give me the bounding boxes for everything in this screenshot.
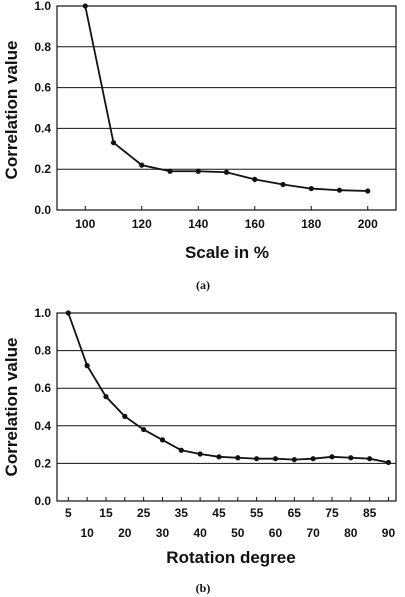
chart-a-xlabel: Scale in % [185,243,269,262]
data-point [291,457,297,463]
x-tick-label: 40 [193,526,207,540]
data-point [365,188,371,194]
chart-b-caption: (b) [196,581,211,595]
y-tick-label: 0.0 [34,494,51,508]
x-tick-label: 25 [137,506,151,520]
data-point [310,456,316,462]
chart-a-caption: (a) [196,278,210,292]
x-tick-label: 85 [363,506,377,520]
chart-a-ylabel: Correlation value [2,41,21,180]
data-point [254,456,260,462]
x-tick-label: 45 [212,506,226,520]
x-tick-label: 65 [288,506,302,520]
data-point [329,454,335,460]
chart-a-gridlines [57,46,396,170]
y-tick-label: 0.4 [34,121,51,135]
data-point [223,169,230,175]
series-line [67,312,389,464]
data-point [178,447,184,453]
y-tick-label: 0.4 [34,419,51,433]
data-point [308,185,314,192]
chart-a-x-ticks: 100 120 140 160 180 200 [75,206,378,231]
y-tick-label: 1.0 [34,306,51,320]
data-point [197,451,203,457]
chart-a-series [82,3,371,194]
chart-a: Correlation value 0.0 0.2 0.4 0.6 0.8 1.0 100… [2,0,397,292]
x-tick-label: 120 [132,217,152,231]
x-tick-label: 100 [75,217,95,231]
x-tick-label: 5 [65,506,72,520]
x-tick-label: 75 [325,506,339,520]
data-point [195,168,201,174]
chart-b-series [65,310,392,466]
data-point [252,176,258,182]
x-tick-label: 20 [118,526,132,540]
data-point [65,310,71,316]
data-point [139,162,145,168]
chart-b-plot-frame [56,312,397,502]
x-tick-label: 160 [245,217,265,231]
x-tick-label: 15 [99,506,113,520]
y-tick-label: 0.0 [34,203,51,217]
y-tick-label: 0.8 [34,344,51,358]
data-point [367,456,373,462]
data-point [348,455,354,461]
x-tick-label: 90 [382,526,396,540]
data-point [167,168,173,174]
data-point [280,181,286,188]
y-tick-label: 0.6 [34,381,51,395]
x-tick-label: 200 [358,217,378,231]
chart-a-plot-frame [56,5,397,211]
data-point [110,140,117,146]
data-point [141,426,147,433]
data-point [385,459,392,466]
x-tick-label: 70 [306,526,320,540]
y-tick-label: 0.6 [34,81,51,95]
data-point [235,455,241,461]
x-tick-label: 35 [175,506,189,520]
data-point [336,187,343,193]
x-tick-label: 50 [231,526,245,540]
x-tick-label: 10 [80,526,94,540]
y-tick-label: 0.8 [34,40,51,54]
data-point [103,394,109,400]
chart-b-y-ticks: 0.0 0.2 0.4 0.6 0.8 1.0 [34,306,51,508]
chart-a-y-ticks: 0.0 0.2 0.4 0.6 0.8 1.0 [34,0,51,217]
x-tick-label: 30 [156,526,170,540]
y-tick-label: 1.0 [34,0,51,13]
x-tick-label: 80 [344,526,358,540]
chart-b-gridlines [57,350,396,464]
x-tick-label: 55 [250,506,264,520]
chart-b-ylabel: Correlation value [2,338,21,477]
data-point [272,456,279,462]
chart-b-x-ticks: 5 10 15 20 25 30 35 40 45 50 55 60 65 70 75 80 85 90 [65,497,396,540]
chart-b: Correlation value 0.0 0.2 0.4 0.6 0.8 1.0 5 10… [2,306,397,595]
data-point [216,454,222,460]
y-tick-label: 0.2 [34,162,51,176]
data-point [84,363,90,369]
data-point [82,3,88,9]
data-point [159,437,166,443]
x-tick-label: 140 [188,217,208,231]
chart-b-xlabel: Rotation degree [166,548,295,567]
data-point [122,413,128,419]
y-tick-label: 0.2 [34,456,51,470]
series-line [84,5,368,192]
x-tick-label: 180 [301,217,321,231]
x-tick-label: 60 [269,526,283,540]
